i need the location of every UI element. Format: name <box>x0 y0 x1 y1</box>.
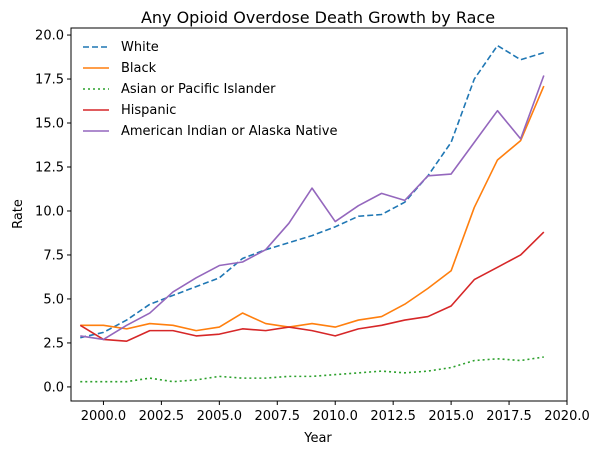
plot-area <box>70 27 568 402</box>
x-tick-label: 2007.5 <box>255 409 301 424</box>
x-tick-label: 2002.5 <box>139 409 185 424</box>
x-tick-label: 2010.0 <box>312 409 358 424</box>
legend-label-1: Black <box>121 61 157 76</box>
legend-label-2: Asian or Pacific Islander <box>121 82 276 97</box>
y-tick-label: 5.0 <box>43 292 64 307</box>
legend-label-4: American Indian or Alaska Native <box>121 124 337 139</box>
x-axis-ticks: 2000.0 2002.5 2005.0 2007.5 2010.0 2012.5 2015… <box>81 401 590 424</box>
series-line-4 <box>80 75 545 341</box>
y-axis-ticks: 0.0 2.5 5.0 7.5 10.0 12.5 15.0 17.5 20.0 <box>35 29 71 395</box>
series-line-0 <box>80 44 545 339</box>
y-tick-label: 20.0 <box>35 29 64 44</box>
x-tick-label: 2015.0 <box>428 409 474 424</box>
x-tick-label: 2012.5 <box>370 409 416 424</box>
series-line-2 <box>80 356 544 383</box>
series-line-3 <box>79 231 545 342</box>
y-tick-label: 10.0 <box>35 204 64 219</box>
series-layer <box>79 44 545 383</box>
series-line-1 <box>80 85 545 332</box>
x-tick-label: 2005.0 <box>197 409 243 424</box>
legend: White Black Asian or Pacific Islander Hispa… <box>83 40 337 139</box>
x-tick-label: 2020.0 <box>544 409 590 424</box>
x-tick-label: 2000.0 <box>81 409 127 424</box>
y-tick-label: 15.0 <box>35 117 64 132</box>
y-tick-label: 7.5 <box>43 248 64 263</box>
chart-title: Any Opioid Overdose Death Growth by Race <box>141 8 495 27</box>
y-tick-label: 12.5 <box>35 160 64 175</box>
legend-label-3: Hispanic <box>121 103 176 118</box>
y-tick-label: 17.5 <box>35 73 64 88</box>
x-axis-label: Year <box>303 431 332 446</box>
y-tick-label: 0.0 <box>43 380 64 395</box>
y-tick-label: 2.5 <box>43 336 64 351</box>
legend-label-0: White <box>121 40 159 55</box>
y-axis-label: Rate <box>11 199 26 229</box>
x-tick-label: 2017.5 <box>486 409 532 424</box>
